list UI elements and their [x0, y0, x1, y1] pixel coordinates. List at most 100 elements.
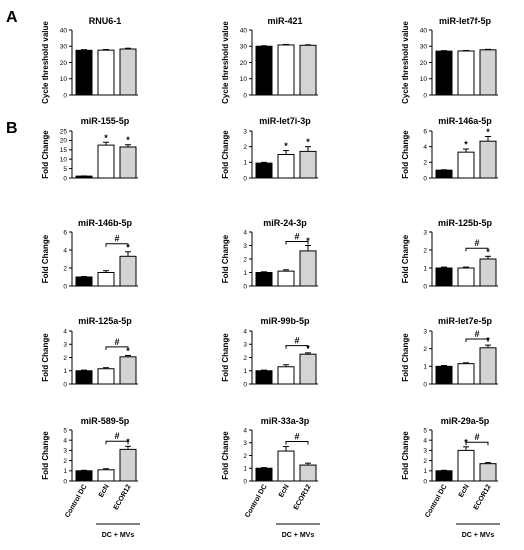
- y-tick-label: 0: [63, 381, 67, 388]
- y-tick-label: 2: [63, 355, 67, 362]
- bracket-label: #: [294, 431, 299, 441]
- bar: [299, 464, 317, 482]
- y-tick-label: 4: [63, 328, 67, 335]
- y-axis-label: Fold Change: [401, 333, 410, 382]
- y-tick-label: 0: [63, 175, 67, 182]
- x-category-label: EcN: [98, 484, 111, 499]
- y-tick-label: 2: [243, 453, 247, 460]
- chart-title: miR-99b-5p: [260, 316, 310, 326]
- y-axis-label: Fold Change: [41, 130, 50, 179]
- significance-bracket: [465, 247, 489, 252]
- bracket-label: #: [114, 234, 119, 244]
- chart-title: miR-let7e-5p: [438, 316, 493, 326]
- significance-bracket: [285, 240, 309, 245]
- chart-title: miR-125b-5p: [438, 218, 493, 228]
- y-tick-label: 20: [60, 138, 68, 145]
- y-tick-label: 10: [60, 76, 68, 83]
- bar: [479, 463, 497, 482]
- bar: [255, 370, 273, 385]
- y-tick-label: 0: [243, 381, 247, 388]
- y-tick-label: 0: [63, 478, 67, 485]
- y-tick-label: 1: [423, 468, 427, 475]
- y-tick-label: 2: [243, 355, 247, 362]
- y-tick-label: 30: [60, 44, 68, 51]
- chart-panel: miR-146b-5p Fold Change 0 2 4 6 * #: [41, 218, 138, 290]
- bar: [119, 146, 137, 179]
- chart-panel: miR-33a-3p Fold Change 0 1 2 3 4 # Control DC EcN…: [221, 416, 320, 539]
- significance-star: *: [126, 242, 130, 252]
- significance-star: *: [464, 140, 468, 150]
- significance-bracket: [105, 346, 129, 350]
- y-axis-label: Fold Change: [401, 130, 410, 179]
- bar: [75, 49, 93, 96]
- bar: [97, 49, 115, 96]
- chart-title: miR-let7f-5p: [439, 16, 492, 26]
- bar: [479, 258, 497, 287]
- significance-star: *: [486, 127, 490, 137]
- y-tick-label: 2: [423, 160, 427, 167]
- y-tick-label: 2: [63, 458, 67, 465]
- y-tick-label: 2: [243, 144, 247, 151]
- bar: [277, 154, 295, 179]
- panel-label-b: B: [6, 120, 18, 137]
- y-tick-label: 3: [423, 229, 427, 236]
- bracket-label: #: [474, 432, 479, 442]
- bracket-label: #: [114, 431, 119, 441]
- x-category-label: EcN: [458, 484, 471, 499]
- y-tick-label: 0: [423, 381, 427, 388]
- bar: [435, 470, 453, 482]
- y-tick-label: 0: [423, 283, 427, 290]
- y-tick-label: 3: [423, 448, 427, 455]
- y-tick-label: 1: [423, 364, 427, 371]
- y-tick-label: 4: [243, 427, 247, 434]
- x-category-label: ECOR12: [293, 483, 313, 511]
- y-axis-label: Fold Change: [221, 431, 230, 480]
- y-tick-label: 0: [63, 283, 67, 290]
- y-tick-label: 3: [423, 328, 427, 335]
- bar: [299, 44, 317, 96]
- y-tick-label: 15: [60, 147, 68, 154]
- y-tick-label: 10: [60, 157, 68, 164]
- y-axis-label: Fold Change: [221, 130, 230, 179]
- chart-panel: miR-146a-5p Fold Change 0 2 4 6 * *: [401, 116, 498, 182]
- bar: [435, 267, 453, 287]
- y-tick-label: 3: [243, 243, 247, 250]
- chart-panel: miR-125b-5p Fold Change 0 1 2 3 * #: [401, 218, 498, 290]
- bar: [277, 270, 295, 287]
- group-label: DC + MVs: [282, 532, 315, 539]
- chart-title: RNU6-1: [89, 16, 122, 26]
- y-axis-label: Fold Change: [401, 234, 410, 283]
- bar: [255, 162, 273, 179]
- bracket-label: #: [294, 231, 299, 241]
- significance-bracket: [285, 440, 309, 445]
- y-tick-label: 4: [423, 144, 427, 151]
- y-tick-label: 20: [240, 60, 248, 67]
- chart-panel: miR-125a-5p Fold Change 0 1 2 3 4 * #: [41, 316, 138, 388]
- y-axis-label: Cycle threshold value: [41, 21, 50, 104]
- chart-title: miR-146b-5p: [78, 218, 133, 228]
- chart-title: miR-let7i-3p: [259, 116, 311, 126]
- bar: [479, 140, 497, 179]
- bar: [299, 353, 317, 385]
- bar: [97, 469, 115, 482]
- y-tick-label: 1: [243, 368, 247, 375]
- bar: [479, 347, 497, 385]
- y-tick-label: 40: [420, 27, 428, 34]
- bar: [97, 272, 115, 287]
- y-tick-label: 5: [63, 166, 67, 173]
- bar: [457, 267, 475, 287]
- bar: [457, 151, 475, 179]
- chart-panel: miR-421 Cycle threshold value 0 10 20 30 40: [221, 16, 318, 104]
- bar: [457, 363, 475, 385]
- bar: [75, 470, 93, 482]
- bar: [435, 50, 453, 96]
- y-tick-label: 20: [420, 60, 428, 67]
- group-label: DC + MVs: [462, 532, 495, 539]
- significance-bracket: [105, 243, 129, 247]
- y-axis-label: Cycle threshold value: [401, 21, 410, 104]
- bar: [435, 365, 453, 385]
